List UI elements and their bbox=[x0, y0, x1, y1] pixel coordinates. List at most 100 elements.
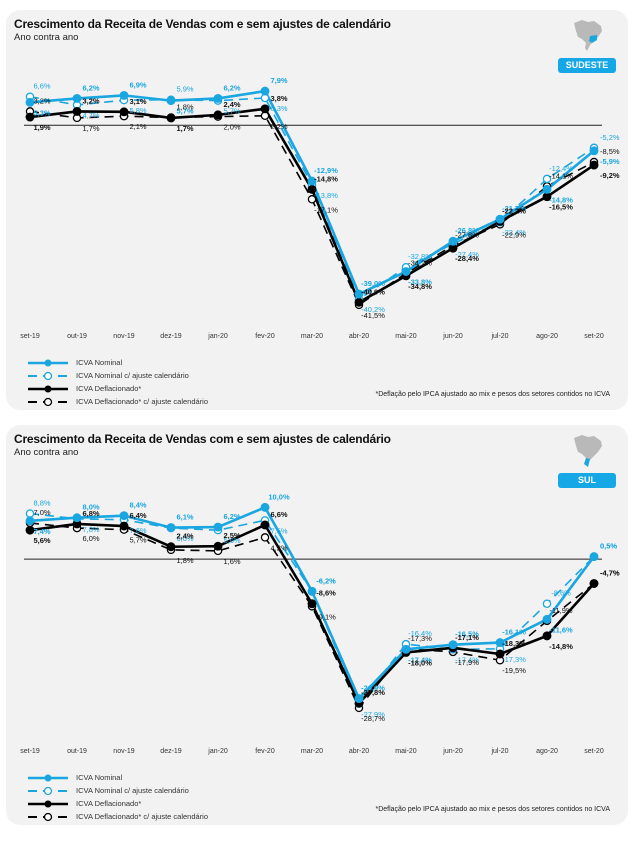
data-label: 6,2% bbox=[223, 83, 240, 92]
data-label: -8,6% bbox=[316, 589, 336, 598]
data-label: 6,6% bbox=[270, 510, 287, 519]
data-label: 6,8% bbox=[82, 509, 99, 518]
data-label: -17,4% bbox=[455, 655, 479, 664]
data-label: -9,2% bbox=[600, 171, 620, 180]
data-label: 3,1% bbox=[129, 97, 146, 106]
x-tick-label: jul-20 bbox=[490, 333, 508, 340]
data-label: 5,3% bbox=[33, 108, 50, 117]
data-point bbox=[260, 104, 270, 114]
x-tick-label: nov-19 bbox=[113, 748, 135, 755]
data-label: -17,1% bbox=[455, 633, 479, 642]
data-point bbox=[72, 106, 82, 116]
x-tick-label: fev-20 bbox=[255, 333, 275, 340]
data-label: -14,1% bbox=[549, 171, 573, 180]
data-label: -21,7% bbox=[502, 204, 526, 213]
x-tick-label: nov-19 bbox=[113, 333, 135, 340]
data-point bbox=[542, 184, 552, 194]
data-label: -9,1% bbox=[316, 612, 336, 621]
data-point bbox=[213, 522, 223, 532]
data-point bbox=[495, 214, 505, 224]
legend-item-icva-deflacionado: ICVA Deflacionado* bbox=[26, 797, 208, 810]
data-label: -27,4% bbox=[455, 250, 479, 259]
legend-label: ICVA Nominal c/ ajuste calendário bbox=[76, 786, 189, 795]
data-point bbox=[72, 93, 82, 103]
legend-item-icva-deflacionado: ICVA Deflacionado* bbox=[26, 382, 208, 395]
data-label: 8,8% bbox=[33, 499, 50, 508]
data-point bbox=[260, 533, 270, 542]
legend-label: ICVA Deflacionado* c/ ajuste calendário bbox=[76, 397, 209, 406]
data-label: 7,8% bbox=[82, 525, 99, 534]
brazil-map-icon bbox=[574, 435, 602, 467]
data-point bbox=[589, 146, 599, 156]
data-point bbox=[448, 236, 458, 246]
data-point bbox=[260, 520, 270, 530]
data-label: 2,1% bbox=[129, 122, 146, 131]
data-label: 6,0% bbox=[82, 534, 99, 543]
x-tick-label: ago-20 bbox=[536, 748, 558, 755]
legend-item-icva-deflacionado-ajuste: ICVA Deflacionado* c/ ajuste calendário bbox=[26, 395, 208, 408]
data-label: 2,4% bbox=[176, 532, 193, 541]
data-point bbox=[307, 586, 317, 596]
data-label: -16,5% bbox=[549, 203, 573, 212]
data-label: 6,1% bbox=[176, 513, 193, 522]
data-label: -41,5% bbox=[361, 311, 385, 320]
data-label: 5,6% bbox=[223, 536, 240, 545]
data-label: 5,6% bbox=[33, 536, 50, 545]
data-point bbox=[25, 97, 35, 107]
data-label: 3,2% bbox=[82, 96, 99, 105]
legend-item-icva-deflacionado-ajuste: ICVA Deflacionado* c/ ajuste calendário bbox=[26, 810, 208, 823]
data-label: -13,8% bbox=[314, 191, 338, 200]
data-point bbox=[25, 516, 35, 526]
x-tick-label: set-20 bbox=[584, 333, 604, 340]
brazil-map-icon bbox=[574, 20, 602, 51]
data-point bbox=[589, 579, 599, 588]
data-label: -32,8% bbox=[408, 252, 432, 261]
chart-title: Crescimento da Receita de Vendas com e s… bbox=[14, 432, 391, 446]
data-point bbox=[354, 694, 364, 704]
data-label: -18,3% bbox=[502, 639, 526, 648]
data-label: -27,8% bbox=[455, 231, 479, 240]
legend-label: ICVA Deflacionado* bbox=[76, 799, 142, 808]
x-tick-label: out-19 bbox=[67, 748, 87, 755]
data-label: -11,9% bbox=[549, 606, 573, 615]
x-tick-label: set-20 bbox=[584, 748, 604, 755]
data-label: 5,7% bbox=[176, 107, 193, 116]
data-point bbox=[542, 614, 552, 624]
data-label: 8,0% bbox=[82, 503, 99, 512]
data-point bbox=[589, 160, 599, 170]
data-point bbox=[542, 599, 552, 608]
sul-chart-panel: Crescimento da Receita de Vendas com e s… bbox=[6, 425, 628, 825]
x-tick-label: set-19 bbox=[20, 748, 40, 755]
data-label: 7,5% bbox=[270, 526, 287, 535]
x-tick-label: dez-19 bbox=[160, 333, 182, 340]
data-label: 1,7% bbox=[82, 124, 99, 133]
x-tick-label: fev-20 bbox=[255, 748, 275, 755]
data-label: -12,4% bbox=[549, 164, 573, 173]
data-label: 7,0% bbox=[33, 508, 50, 517]
data-point bbox=[307, 195, 317, 204]
footnote: *Deflação pelo IPCA ajustado ao mix e pe… bbox=[375, 391, 610, 398]
data-label: -16,1% bbox=[502, 628, 526, 637]
data-label: -14,8% bbox=[549, 642, 573, 651]
x-tick-label: out-19 bbox=[67, 333, 87, 340]
data-label: -5,9% bbox=[600, 157, 620, 166]
data-label: -6,2% bbox=[316, 576, 336, 585]
x-tick-label: mar-20 bbox=[301, 748, 323, 755]
legend-label: ICVA Nominal bbox=[76, 773, 123, 782]
legend-item-icva-nominal-ajuste: ICVA Nominal c/ ajuste calendário bbox=[26, 369, 208, 382]
data-point bbox=[166, 113, 176, 123]
data-label: 5,8% bbox=[129, 106, 146, 115]
data-point bbox=[307, 599, 317, 609]
data-point bbox=[354, 289, 364, 299]
data-label: -8,6% bbox=[551, 589, 571, 598]
data-label: 0,5% bbox=[600, 542, 617, 551]
footnote: *Deflação pelo IPCA ajustado ao mix e pe… bbox=[375, 806, 610, 813]
data-label: -4,7% bbox=[600, 569, 620, 578]
data-point bbox=[166, 523, 176, 533]
data-label: -12,9% bbox=[314, 166, 338, 175]
data-label: -17,3% bbox=[502, 655, 526, 664]
legend-label: ICVA Nominal c/ ajuste calendário bbox=[76, 371, 189, 380]
data-label: -4,7% bbox=[600, 569, 620, 578]
x-tick-label: mai-20 bbox=[395, 333, 417, 340]
data-label: -11,6% bbox=[549, 625, 573, 634]
